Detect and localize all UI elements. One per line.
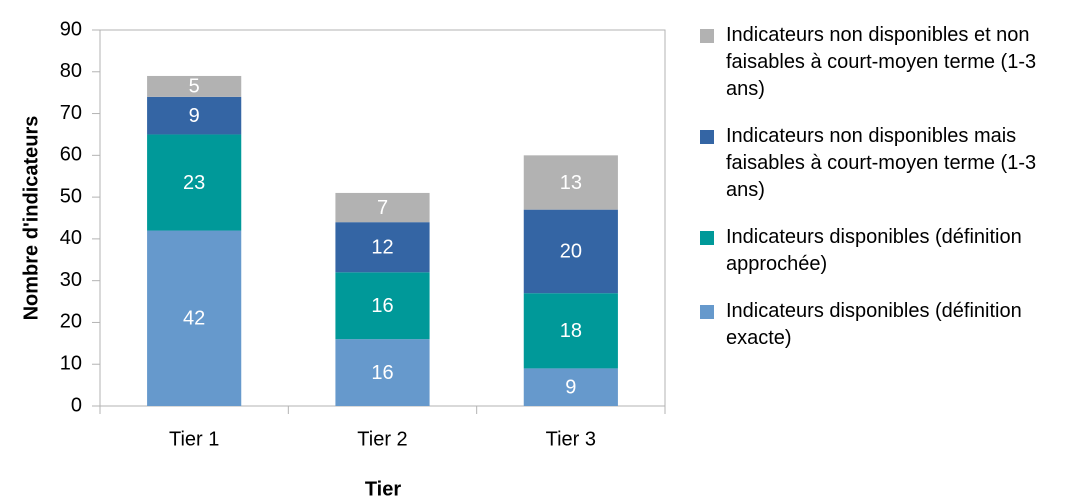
data-label: 42	[183, 308, 205, 330]
bar-segment	[147, 96, 242, 135]
data-label: 20	[560, 241, 582, 263]
bar-segment	[523, 293, 618, 369]
y-tick-label: 70	[60, 102, 82, 124]
data-label: 13	[560, 172, 582, 194]
legend-label: Indicateurs disponibles (définition exac…	[726, 300, 1022, 349]
bar-segment	[523, 155, 618, 210]
y-tick-label: 10	[60, 353, 82, 375]
legend-swatch	[700, 29, 714, 43]
y-tick-label: 30	[60, 269, 82, 291]
data-label: 16	[371, 362, 393, 384]
bar-segment	[335, 339, 430, 406]
data-label: 5	[189, 76, 200, 98]
y-tick-label: 20	[60, 311, 82, 333]
x-tick-label: Tier 3	[546, 428, 596, 450]
y-tick-label: 50	[60, 185, 82, 207]
data-label: 16	[371, 295, 393, 317]
data-label: 12	[371, 237, 393, 259]
legend-label: Indicateurs disponibles (définition appr…	[726, 226, 1022, 275]
bar-segment	[335, 222, 430, 273]
legend-item: Indicateurs disponibles (définition exac…	[700, 298, 1071, 352]
data-label: 7	[377, 197, 388, 219]
bar-segment	[335, 192, 430, 223]
legend-swatch	[700, 130, 714, 144]
data-label: 23	[183, 172, 205, 194]
bar-segment	[523, 209, 618, 294]
data-label: 18	[560, 320, 582, 342]
data-label: 9	[565, 376, 576, 398]
bar-segment	[523, 368, 618, 406]
bar-segment	[147, 134, 242, 231]
bar-segment	[147, 75, 242, 97]
data-label: 9	[189, 105, 200, 127]
legend-swatch	[700, 305, 714, 319]
legend-item: Indicateurs disponibles (définition appr…	[700, 224, 1071, 278]
legend-label: Indicateurs non disponibles et non faisa…	[726, 24, 1037, 100]
legend-swatch	[700, 231, 714, 245]
y-tick-label: 40	[60, 227, 82, 249]
legend-label: Indicateurs non disponibles mais faisabl…	[726, 125, 1037, 201]
legend-item: Indicateurs non disponibles mais faisabl…	[700, 123, 1071, 204]
legend: Indicateurs non disponibles et non faisa…	[700, 22, 1076, 372]
y-tick-label: 90	[60, 18, 82, 40]
x-tick-label: Tier 1	[169, 428, 219, 450]
bar-segment	[335, 272, 430, 340]
x-axis-title: Tier	[365, 478, 402, 500]
y-tick-label: 80	[60, 60, 82, 82]
y-tick-label: 60	[60, 144, 82, 166]
y-axis-title: Nombre d'indicateurs	[20, 116, 42, 321]
bar-segment	[147, 230, 242, 406]
legend-item: Indicateurs non disponibles et non faisa…	[700, 22, 1071, 103]
y-tick-label: 0	[71, 394, 82, 416]
x-tick-label: Tier 2	[357, 428, 407, 450]
